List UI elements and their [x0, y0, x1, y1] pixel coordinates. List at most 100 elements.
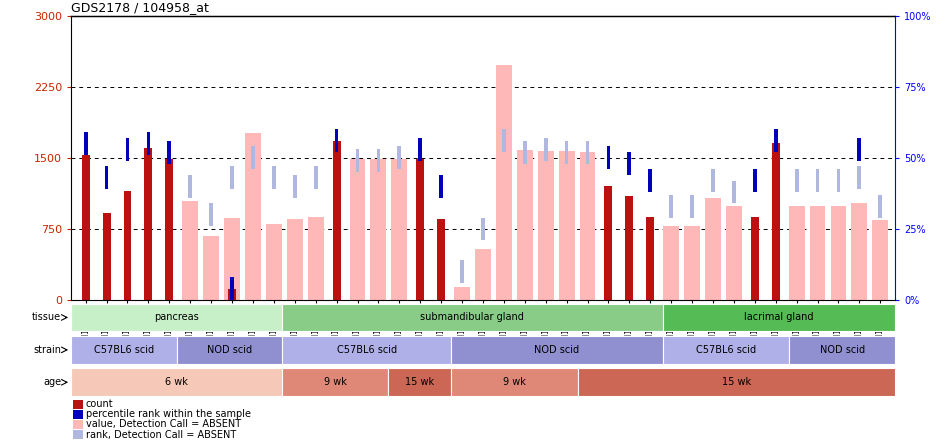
Text: 15 wk: 15 wk — [405, 377, 434, 387]
Bar — [481, 218, 485, 240]
Text: pancreas: pancreas — [154, 313, 199, 322]
Bar — [105, 166, 109, 189]
Bar — [83, 132, 87, 155]
Bar — [417, 159, 424, 300]
Bar — [282, 369, 388, 396]
Bar — [349, 159, 366, 300]
Bar — [606, 147, 610, 169]
Bar — [377, 149, 381, 172]
Bar — [73, 420, 83, 429]
Bar — [272, 166, 276, 189]
Bar — [711, 169, 715, 192]
Bar — [228, 289, 236, 300]
Bar — [879, 195, 883, 218]
Bar — [795, 169, 798, 192]
Bar — [73, 410, 83, 419]
Bar — [81, 155, 90, 300]
Text: strain: strain — [33, 345, 62, 355]
Text: rank, Detection Call = ABSENT: rank, Detection Call = ABSENT — [86, 430, 236, 440]
Bar — [388, 369, 452, 396]
Bar — [732, 181, 736, 203]
Text: NOD scid: NOD scid — [534, 345, 580, 355]
Bar — [209, 203, 213, 226]
Bar — [831, 206, 847, 300]
Bar — [628, 152, 632, 175]
Bar — [836, 169, 840, 192]
Bar — [73, 400, 83, 409]
Bar — [872, 221, 888, 300]
Bar — [523, 141, 527, 163]
Text: 9 wk: 9 wk — [503, 377, 527, 387]
Bar — [204, 236, 219, 300]
Bar — [293, 175, 296, 198]
Bar — [188, 175, 192, 198]
Text: 6 wk: 6 wk — [165, 377, 188, 387]
Text: lacrimal gland: lacrimal gland — [744, 313, 813, 322]
Bar — [168, 141, 171, 163]
Text: GDS2178 / 104958_at: GDS2178 / 104958_at — [71, 1, 209, 14]
Bar — [684, 226, 700, 300]
Text: NOD scid: NOD scid — [206, 345, 252, 355]
Bar — [460, 260, 464, 283]
Text: percentile rank within the sample: percentile rank within the sample — [86, 409, 251, 420]
Bar — [73, 430, 83, 439]
Bar — [332, 141, 341, 300]
Bar — [663, 226, 679, 300]
Text: C57BL6 scid: C57BL6 scid — [696, 345, 756, 355]
Bar — [308, 217, 324, 300]
Bar — [857, 138, 861, 161]
Bar — [538, 151, 554, 300]
Bar — [224, 218, 240, 300]
Text: value, Detection Call = ABSENT: value, Detection Call = ABSENT — [86, 420, 241, 429]
Bar — [147, 132, 151, 155]
Text: C57BL6 scid: C57BL6 scid — [337, 345, 397, 355]
Bar — [580, 152, 596, 300]
Bar — [230, 166, 234, 189]
Bar — [356, 149, 359, 172]
Bar — [726, 206, 742, 300]
Bar — [496, 65, 511, 300]
Bar — [126, 138, 130, 161]
Bar — [690, 195, 694, 218]
Bar — [438, 218, 445, 300]
Bar — [419, 138, 422, 161]
Text: 9 wk: 9 wk — [324, 377, 347, 387]
Bar — [772, 143, 779, 300]
Text: count: count — [86, 399, 114, 409]
Bar — [544, 138, 547, 161]
Bar — [266, 224, 282, 300]
Bar — [439, 175, 443, 198]
Bar — [370, 159, 386, 300]
Bar — [282, 304, 663, 331]
Bar — [810, 206, 826, 300]
Bar — [789, 336, 895, 364]
Bar — [455, 287, 470, 300]
Text: tissue: tissue — [32, 313, 62, 322]
Bar — [564, 141, 568, 163]
Bar — [649, 169, 652, 192]
Bar — [166, 159, 173, 300]
Bar — [182, 201, 198, 300]
Text: 15 wk: 15 wk — [722, 377, 751, 387]
Bar — [71, 369, 282, 396]
Bar — [774, 129, 777, 152]
Bar — [815, 169, 819, 192]
Bar — [475, 249, 491, 300]
Bar — [313, 166, 317, 189]
Bar — [230, 278, 234, 300]
Bar — [391, 159, 407, 300]
Bar — [706, 198, 721, 300]
Text: age: age — [43, 377, 62, 387]
Bar — [287, 218, 303, 300]
Bar — [334, 129, 338, 152]
Bar — [646, 217, 654, 300]
Bar — [102, 213, 111, 300]
Text: NOD scid: NOD scid — [819, 345, 865, 355]
Bar — [663, 304, 895, 331]
Bar — [604, 186, 613, 300]
Bar — [123, 191, 132, 300]
Bar — [625, 196, 634, 300]
Bar — [857, 166, 861, 189]
Bar — [517, 150, 533, 300]
Bar — [177, 336, 282, 364]
